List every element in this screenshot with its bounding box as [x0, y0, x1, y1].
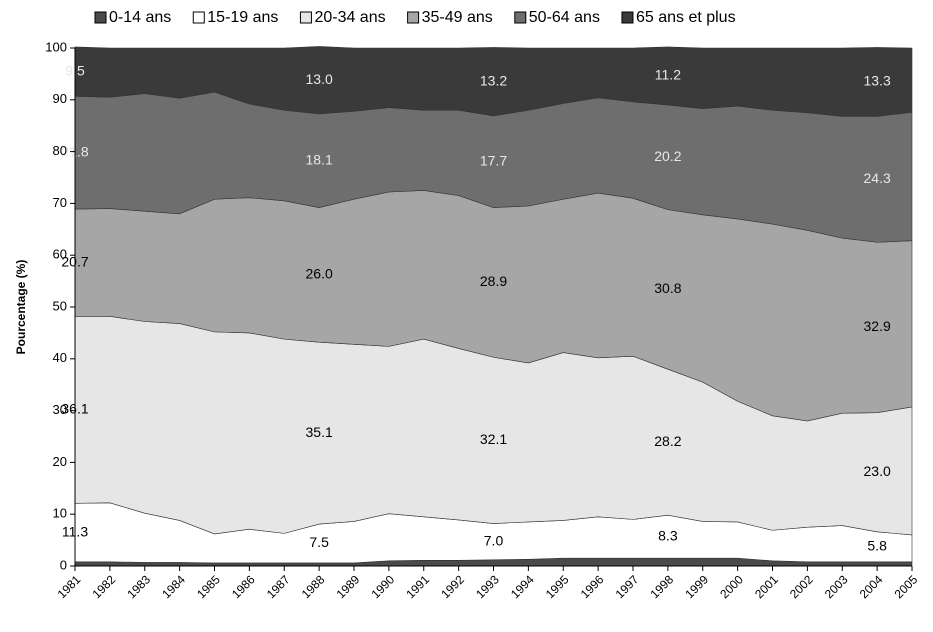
x-tick-label: 1985: [194, 572, 223, 601]
value-label: 35.1: [306, 424, 333, 440]
y-tick-label: 70: [53, 195, 67, 210]
x-tick-label: 1983: [124, 572, 153, 601]
value-label: 28.2: [654, 433, 681, 449]
x-tick-label: 1987: [264, 572, 293, 601]
y-tick-label: 50: [53, 298, 67, 313]
y-axis-label: Pourcentage (%): [14, 260, 28, 355]
x-tick-label: 1998: [647, 572, 676, 601]
value-label: 32.1: [480, 431, 507, 447]
legend-swatch: [192, 11, 205, 24]
value-label: 23.0: [864, 463, 891, 479]
value-label: 20.2: [654, 148, 681, 164]
y-tick-label: 60: [53, 247, 67, 262]
y-tick-label: 20: [53, 454, 67, 469]
value-label: 13.0: [306, 71, 333, 87]
value-label: 13.2: [480, 72, 507, 88]
y-tick-label: 10: [53, 506, 67, 521]
legend-swatch: [94, 11, 107, 24]
x-tick-label: 1988: [299, 572, 328, 601]
x-tick-label: 2000: [717, 572, 746, 601]
y-tick-label: 100: [45, 39, 67, 54]
legend-swatch: [621, 11, 634, 24]
legend-label: 50-64 ans: [529, 9, 600, 26]
x-tick-label: 2005: [892, 572, 921, 601]
area: [74, 46, 913, 117]
value-label: 17.7: [480, 152, 507, 168]
x-tick-label: 1996: [578, 572, 607, 601]
x-tick-label: 1981: [55, 572, 84, 601]
value-label: 28.9: [480, 273, 507, 289]
value-label: 26.0: [306, 266, 333, 282]
x-tick-label: 1982: [89, 572, 118, 601]
legend-label: 15-19 ans: [207, 9, 278, 26]
value-label: 30.8: [654, 280, 681, 296]
y-tick-label: 40: [53, 350, 67, 365]
x-tick-label: 1992: [438, 572, 467, 601]
x-tick-label: 1991: [403, 572, 432, 601]
legend-label: 0-14 ans: [109, 9, 171, 26]
legend-swatch: [407, 11, 420, 24]
x-tick-label: 2001: [752, 572, 781, 601]
x-tick-label: 1989: [334, 572, 363, 601]
value-label: 18.1: [306, 151, 333, 167]
value-label: 5.8: [867, 538, 887, 554]
legend-label: 35-49 ans: [422, 9, 493, 26]
value-label: 8.3: [658, 527, 678, 543]
value-label: 7.0: [484, 532, 504, 548]
x-tick-label: 2002: [787, 572, 816, 601]
x-tick-label: 1993: [473, 572, 502, 601]
legend-swatch: [514, 11, 527, 24]
x-tick-label: 1999: [682, 572, 711, 601]
y-tick-label: 90: [53, 91, 67, 106]
x-tick-label: 1986: [229, 572, 258, 601]
value-label: 7.5: [309, 534, 329, 550]
x-tick-label: 2004: [857, 572, 886, 601]
value-label: 13.3: [864, 73, 891, 89]
value-label: 11.2: [655, 67, 681, 83]
x-tick-label: 2003: [822, 572, 851, 601]
legend-swatch: [299, 11, 312, 24]
x-tick-label: 1997: [613, 572, 642, 601]
x-tick-label: 1984: [159, 572, 188, 601]
y-tick-label: 30: [53, 402, 67, 417]
legend-label: 20-34 ans: [314, 9, 385, 26]
y-tick-label: 80: [53, 143, 67, 158]
x-tick-label: 1995: [543, 572, 572, 601]
value-label: 32.9: [864, 318, 891, 334]
legend: 0-14 ans 15-19 ans 20-34 ans 35-49 ans 50-64…: [94, 9, 736, 26]
x-tick-label: 1994: [508, 572, 537, 601]
y-tick-label: 0: [60, 557, 67, 572]
value-label: 24.3: [864, 170, 891, 186]
x-tick-label: 1990: [368, 572, 397, 601]
legend-label: 65 ans et plus: [636, 9, 736, 26]
